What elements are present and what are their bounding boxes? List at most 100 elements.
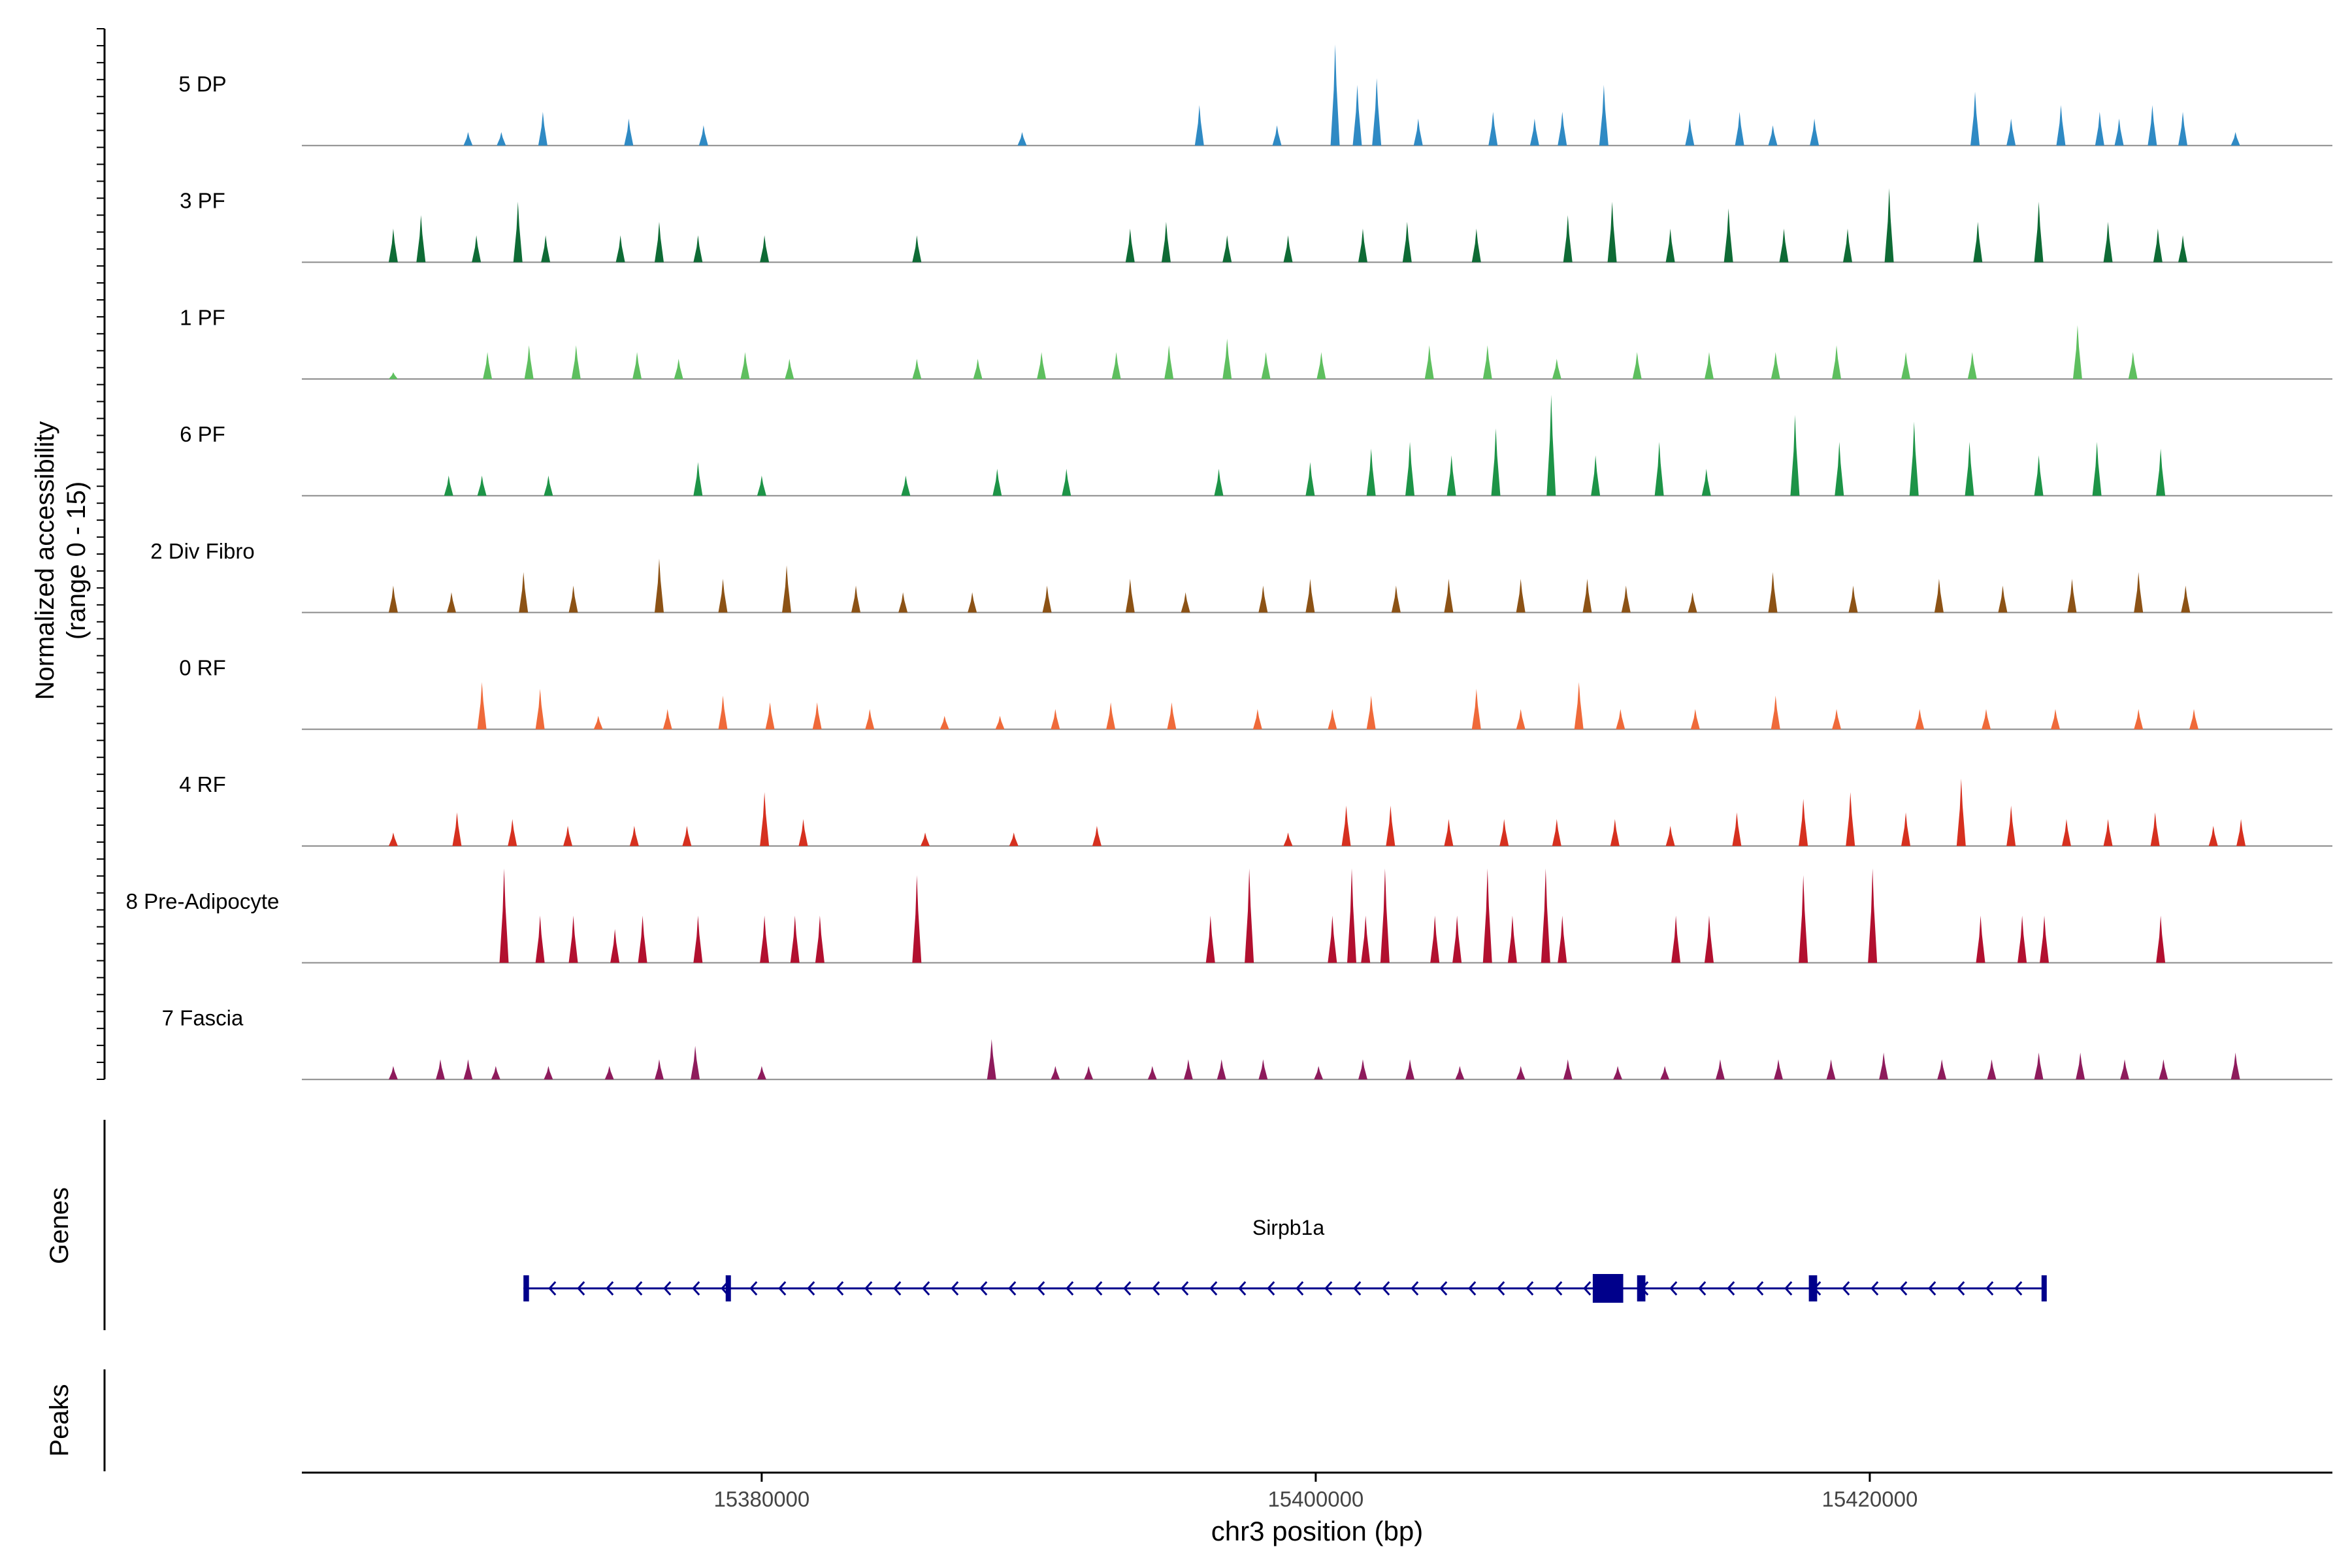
peak-mark <box>524 345 534 380</box>
peak-mark <box>1245 868 1254 963</box>
peak-mark <box>568 915 578 963</box>
track-1-pf: 1 PF <box>180 305 2332 380</box>
strand-arrow-icon <box>663 1281 672 1296</box>
strand-arrow-icon <box>577 1281 585 1296</box>
peak-mark <box>629 825 639 846</box>
peak-mark <box>1305 578 1315 613</box>
peak-mark <box>1366 695 1376 730</box>
peak-mark <box>1771 695 1780 730</box>
peak-mark <box>1380 868 1390 963</box>
y-axis-title-line1: Normalized accessibility <box>31 421 59 700</box>
peak-mark <box>1558 112 1567 146</box>
peak-mark <box>1704 915 1714 963</box>
strand-arrow-icon <box>864 1281 873 1296</box>
peak-mark <box>912 235 922 263</box>
peak-mark <box>1610 819 1620 846</box>
peak-mark <box>1901 812 1911 846</box>
peak-mark <box>1516 578 1526 613</box>
gene-exon <box>1592 1274 1624 1303</box>
strand-arrow-icon <box>1353 1281 1362 1296</box>
track-3-pf: 3 PF <box>180 188 2332 263</box>
gene-exon <box>725 1275 731 1301</box>
strand-arrow-icon <box>1784 1281 1793 1296</box>
peak-mark <box>463 1059 473 1080</box>
peak-mark <box>2103 819 2113 846</box>
peak-mark <box>2236 819 2246 846</box>
peak-mark <box>535 689 545 730</box>
peak-mark <box>535 915 545 963</box>
peak-mark <box>1328 915 1337 963</box>
peak-mark <box>1305 462 1315 496</box>
strand-arrow-icon <box>1756 1281 1764 1296</box>
peak-mark <box>1842 228 1852 263</box>
peak-mark <box>1352 84 1362 146</box>
peak-mark <box>798 819 808 846</box>
peak-mark <box>1616 709 1625 730</box>
peak-mark <box>1613 1066 1623 1080</box>
peak-mark <box>1868 868 1878 963</box>
peak-mark <box>1258 1059 1268 1080</box>
peak-mark <box>538 112 547 146</box>
track-label: 7 Fascia <box>162 1006 244 1030</box>
peak-mark <box>1976 915 1985 963</box>
peak-mark <box>610 929 620 963</box>
peak-mark <box>1106 702 1116 730</box>
peak-mark <box>2128 351 2138 380</box>
track-label: 3 PF <box>180 189 225 213</box>
peak-mark <box>740 351 750 380</box>
strand-arrow-icon <box>1152 1281 1160 1296</box>
peak-mark <box>1252 709 1262 730</box>
strand-arrow-icon <box>836 1281 844 1296</box>
peak-mark <box>604 1066 614 1080</box>
peak-mark <box>1832 345 1842 380</box>
peak-mark <box>1347 868 1357 963</box>
peak-mark <box>519 572 529 613</box>
peak-mark <box>1701 468 1711 496</box>
peak-mark <box>1111 351 1121 380</box>
x-tick-label: 15400000 <box>1267 1487 1364 1511</box>
peak-mark <box>472 235 482 263</box>
coverage-tracks: 5 DP 3 PF 1 PF 6 PF 2 Div Fibro 0 RF 4 RF 8 Pre… <box>126 44 2332 1081</box>
gene-exon <box>523 1275 529 1301</box>
peak-mark <box>2178 235 2188 263</box>
peak-mark <box>1671 915 1681 963</box>
peak-mark <box>760 235 770 263</box>
peak-mark <box>1732 812 1742 846</box>
peak-mark <box>1217 1059 1226 1080</box>
peak-mark <box>1846 792 1855 846</box>
peak-mark <box>2061 819 2071 846</box>
strand-arrow-icon <box>1468 1281 1477 1296</box>
peak-mark <box>2148 105 2157 146</box>
strand-arrow-icon <box>1439 1281 1448 1296</box>
peak-mark <box>1051 709 1060 730</box>
peak-mark <box>812 702 822 730</box>
peak-mark <box>1915 709 1925 730</box>
strand-arrow-icon <box>1985 1281 1994 1296</box>
peak-mark <box>1471 689 1481 730</box>
peak-mark <box>1214 468 1224 496</box>
peak-mark <box>718 695 728 730</box>
peak-mark <box>1967 351 1977 380</box>
peak-mark <box>2076 1053 2085 1080</box>
peak-mark <box>477 475 487 496</box>
peak-mark <box>1507 915 1517 963</box>
peak-mark <box>693 915 703 963</box>
peak-mark <box>1735 112 1744 146</box>
peak-mark <box>851 585 861 613</box>
peak-mark <box>1773 1059 1783 1080</box>
peak-mark <box>1194 105 1204 146</box>
peak-mark <box>1009 832 1019 846</box>
strand-arrow-icon <box>893 1281 902 1296</box>
peak-mark <box>1366 448 1376 496</box>
peak-mark <box>2150 812 2160 846</box>
peak-mark <box>1937 1059 1947 1080</box>
peak-mark <box>1688 592 1697 613</box>
gene-model-sirpb1a <box>523 1274 2047 1303</box>
peak-mark <box>1062 468 1071 496</box>
peak-mark <box>615 235 625 263</box>
peak-mark <box>1424 345 1434 380</box>
peak-mark <box>499 868 509 963</box>
x-axis-title: chr3 position (bp) <box>1211 1516 1424 1546</box>
peak-mark <box>757 475 766 496</box>
track-6-pf: 6 PF <box>180 395 2332 497</box>
